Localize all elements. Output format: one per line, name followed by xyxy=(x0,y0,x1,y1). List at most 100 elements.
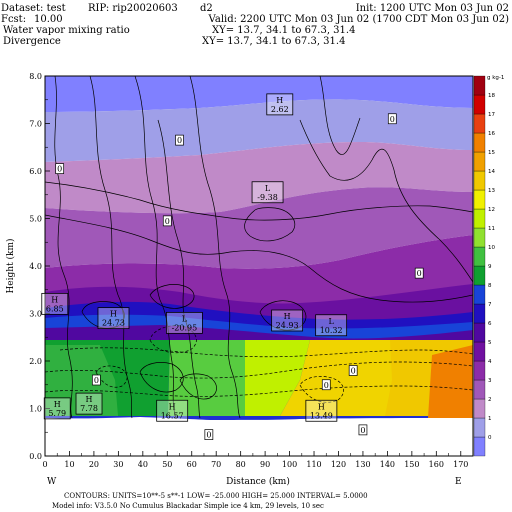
zero-contour-label: 0 xyxy=(414,267,424,279)
divergence-contours xyxy=(45,76,473,419)
x-tick-label: 80 xyxy=(236,460,246,469)
colorbar-swatch xyxy=(473,151,486,172)
extremum-label: H13.49 xyxy=(305,399,338,422)
x-tick-label: 120 xyxy=(331,460,346,469)
x-tick-label: 50 xyxy=(162,460,172,469)
zero-contour-label: 0 xyxy=(55,163,65,174)
west-end-label: W xyxy=(47,477,57,487)
x-tick-label: 140 xyxy=(380,460,395,469)
extremum-kind: L xyxy=(328,317,334,326)
extremum-value: 16.57 xyxy=(161,411,184,420)
colorbar-level-label: 9 xyxy=(488,264,492,270)
colorbar-level-label: 4 xyxy=(488,359,492,365)
colorbar-level-label: 5 xyxy=(488,340,492,346)
field1-name: Water vapor mixing ratio xyxy=(3,25,130,36)
extremum-kind: H xyxy=(86,395,93,404)
x-axis-title: Distance (km) xyxy=(226,476,290,487)
zero-contour-label: 0 xyxy=(321,379,331,391)
extremum-label: L-9.38 xyxy=(251,181,284,204)
forecast-label: Fcst: xyxy=(1,14,26,25)
x-tick-label: 40 xyxy=(138,460,148,469)
y-tick-label: 4.0 xyxy=(29,262,42,271)
extremum-kind: H xyxy=(169,402,176,411)
y-tick-label: 2.0 xyxy=(29,357,42,366)
y-tick-label: 6.0 xyxy=(29,167,42,176)
colorbar-level-label: 15 xyxy=(488,150,495,156)
colorbar-swatch xyxy=(473,189,486,210)
colorbar-swatch xyxy=(473,284,486,305)
zero-label-value: 0 xyxy=(360,426,365,435)
extremum-label: H24.93 xyxy=(271,309,304,332)
zero-contour-label: 0 xyxy=(92,374,101,386)
zero-label-box xyxy=(414,267,424,279)
y-tick-label: 3.0 xyxy=(29,310,42,319)
zero-contour-label: 0 xyxy=(204,429,214,440)
domain-id-label: d2 xyxy=(200,3,213,14)
y-tick-label: 1.0 xyxy=(29,405,42,414)
zero-contour-label: 0 xyxy=(348,365,358,376)
x-tick-label: 20 xyxy=(89,460,99,469)
colorbar-level-label: 3 xyxy=(488,378,492,384)
zero-contour-label: 0 xyxy=(175,134,184,146)
extremum-value: 24.93 xyxy=(276,321,299,330)
extremum-value: 13.49 xyxy=(310,411,333,420)
extremum-label: L-20.95 xyxy=(166,311,203,334)
zero-label-box xyxy=(348,365,358,376)
extremum-value: -20.95 xyxy=(172,323,198,332)
colorbar-level-label: 2 xyxy=(488,397,492,403)
extremum-box xyxy=(251,181,284,204)
east-end-label: E xyxy=(455,477,462,487)
zero-label-box xyxy=(358,424,368,436)
extremum-box xyxy=(271,309,304,332)
zero-label-box xyxy=(92,374,101,386)
zero-label-value: 0 xyxy=(57,165,62,174)
rip-label: RIP: rip20020603 xyxy=(88,3,178,14)
y-axis-title: Height (km) xyxy=(5,238,16,293)
colorbar-level-label: 6 xyxy=(488,321,492,327)
colorbar-swatch xyxy=(473,322,486,343)
extremum-kind: H xyxy=(284,312,291,321)
water-vapor-fill xyxy=(45,76,473,456)
colorbar-level-label: 18 xyxy=(488,93,495,99)
zero-label-value: 0 xyxy=(206,431,211,440)
x-tick-label: 130 xyxy=(355,460,370,469)
zero-label-box xyxy=(55,163,65,174)
x-tick-label: 0 xyxy=(42,460,47,469)
colorbar-level-label: 0 xyxy=(488,435,492,441)
colorbar-swatch xyxy=(473,379,486,400)
colorbar-swatch xyxy=(473,436,486,457)
x-tick-label: 10 xyxy=(64,460,74,469)
zero-label-value: 0 xyxy=(94,376,99,385)
extremum-box xyxy=(166,311,203,334)
extremum-kind: L xyxy=(182,314,188,323)
extremum-box xyxy=(156,399,189,422)
extremum-value: 5.79 xyxy=(48,409,66,418)
extremum-box xyxy=(43,397,71,420)
extremum-label: H6.85 xyxy=(41,292,69,315)
colorbar-level-label: 12 xyxy=(488,207,495,213)
forecast-value: 10.00 xyxy=(34,14,63,25)
model-info: Model info: V3.5.0 No Cumulus Blackadar … xyxy=(52,502,324,510)
zero-label-value: 0 xyxy=(165,217,170,226)
colorbar-level-label: 10 xyxy=(488,245,495,251)
extremum-kind: L xyxy=(265,184,271,193)
x-tick-label: 90 xyxy=(260,460,270,469)
zero-label-box xyxy=(162,215,172,227)
x-tick-label: 60 xyxy=(187,460,197,469)
colorbar-swatch xyxy=(473,303,486,324)
extremum-label: H2.62 xyxy=(266,93,294,116)
colorbar-level-label: 11 xyxy=(488,226,495,232)
x-tick-label: 30 xyxy=(113,460,123,469)
extremum-value: 6.85 xyxy=(46,304,64,313)
field1-xy: XY= 13.7, 34.1 to 67.3, 31.4 xyxy=(212,25,355,36)
x-tick-label: 150 xyxy=(404,460,419,469)
zero-label-value: 0 xyxy=(177,136,182,145)
x-tick-label: 170 xyxy=(453,460,468,469)
extremum-label: H5.79 xyxy=(43,397,71,420)
colorbar-swatch xyxy=(473,246,486,267)
contour-info: CONTOURS: UNITS=10**-5 s**-1 LOW= -25.00… xyxy=(64,492,368,500)
x-tick-label: 160 xyxy=(429,460,444,469)
colorbar-level-label: 1 xyxy=(488,416,492,422)
